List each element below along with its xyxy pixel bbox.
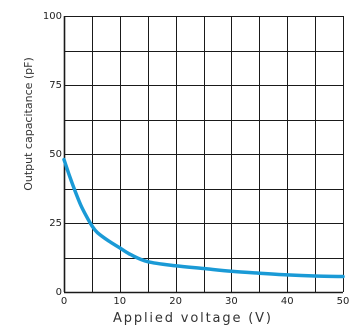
y-tick-label: 25 — [49, 218, 62, 229]
x-tick-label: 40 — [281, 296, 294, 307]
series-layer — [62, 157, 345, 279]
y-tick-label: 100 — [43, 11, 62, 22]
capacitance-curve — [62, 157, 345, 279]
x-tick-label: 0 — [61, 296, 67, 307]
x-tick-label: 50 — [337, 296, 350, 307]
x-axis-title: Applied voltage (V) — [113, 311, 271, 325]
tick-labels: 0 10 20 30 40 50 0 25 50 75 100 — [43, 11, 349, 307]
y-tick-label: 0 — [56, 287, 62, 298]
x-tick-label: 20 — [169, 296, 182, 307]
grid — [63, 16, 344, 294]
y-axis-title: Output capacitance (pF) — [22, 57, 35, 191]
x-tick-label: 30 — [225, 296, 238, 307]
y-tick-label: 75 — [49, 80, 62, 91]
y-tick-label: 50 — [49, 149, 62, 160]
x-tick-label: 10 — [113, 296, 126, 307]
